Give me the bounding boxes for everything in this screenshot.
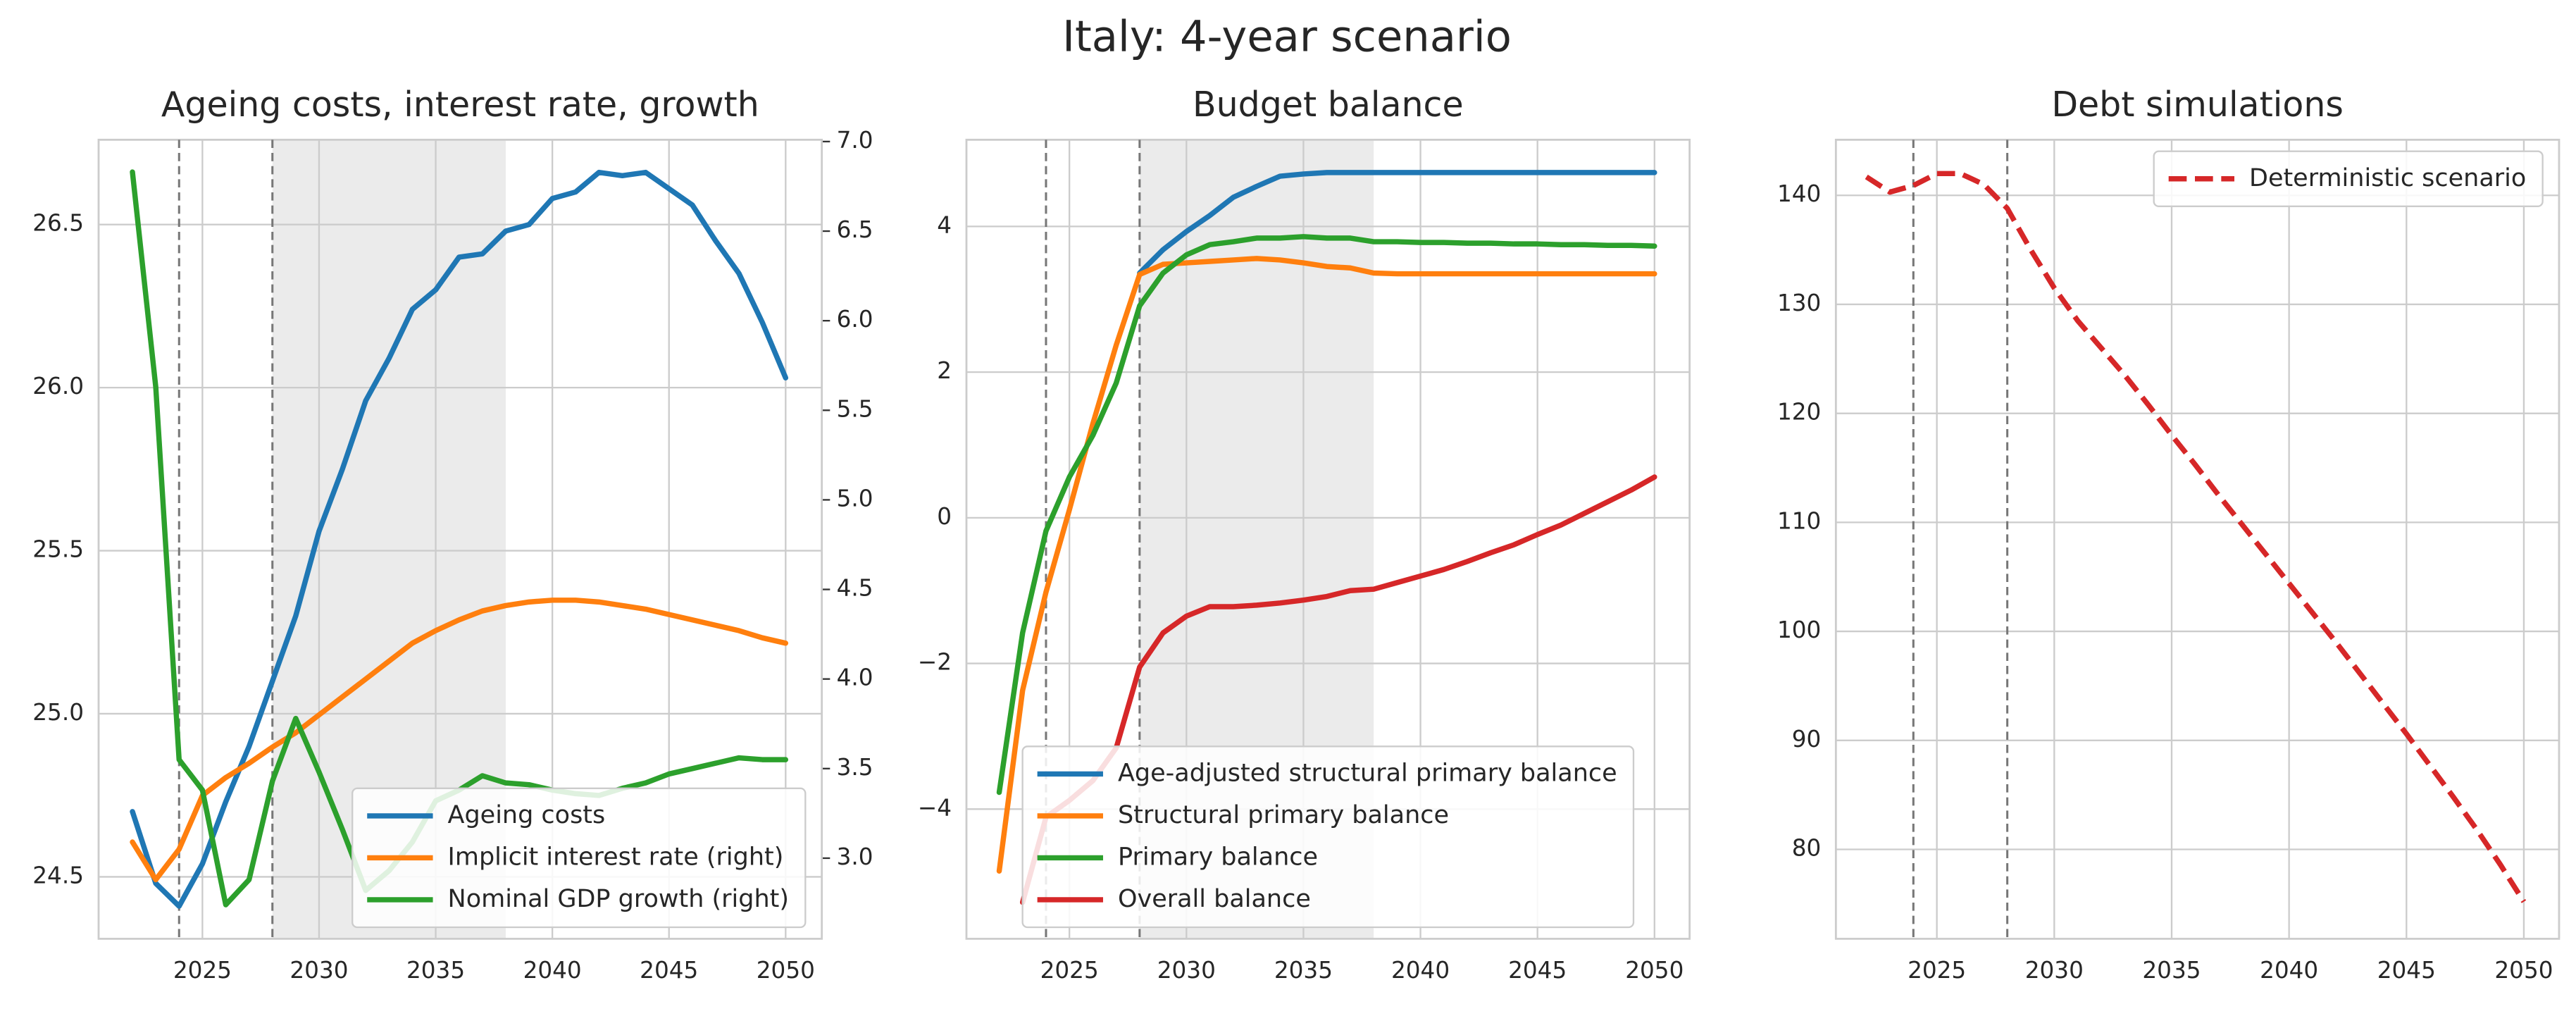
x-tick-label: 2030 xyxy=(1157,957,1216,984)
series-line xyxy=(130,598,789,883)
y-tick-label: −4 xyxy=(918,794,952,821)
x-tick-label: 2030 xyxy=(290,957,348,984)
x-tick-label: 2045 xyxy=(640,957,698,984)
series-line xyxy=(1019,474,1657,905)
y-tick-label: 90 xyxy=(1792,726,1822,753)
x-tick-label: 2035 xyxy=(2142,957,2201,984)
legend: Ageing costs Implicit interest rate (righ… xyxy=(351,787,807,929)
y-tick-label: 100 xyxy=(1777,617,1821,643)
y-tick-label: 130 xyxy=(1777,290,1821,316)
legend-box xyxy=(351,787,807,929)
y-tick-label: −2 xyxy=(918,649,952,676)
y-tick-label: 80 xyxy=(1792,834,1822,861)
legend-label: Primary balance xyxy=(1118,843,1318,871)
x-tick-label: 2050 xyxy=(757,957,815,984)
legend-label: Ageing costs xyxy=(448,801,606,829)
x-tick-label: 2035 xyxy=(406,957,465,984)
x-tick-label: 2025 xyxy=(173,957,232,984)
y2-tick-label: 5.5 xyxy=(837,395,873,422)
plot-frame xyxy=(97,138,823,940)
x-tick-label: 2040 xyxy=(1391,957,1450,984)
plot-frame xyxy=(1834,138,2561,940)
y-tick-label: 24.5 xyxy=(32,862,84,889)
series-line xyxy=(1137,170,1657,276)
x-tick-label: 2045 xyxy=(2377,957,2436,984)
legend: Age-adjusted structural primary balance S… xyxy=(1021,745,1635,929)
y2-tick-label: 4.5 xyxy=(837,575,873,602)
y-tick-label: 26.0 xyxy=(32,373,84,400)
legend-label: Overall balance xyxy=(1118,885,1311,913)
y2-tick-label: 7.0 xyxy=(837,127,873,154)
x-tick-label: 2050 xyxy=(1625,957,1684,984)
x-tick-label: 2035 xyxy=(1274,957,1333,984)
y2-tick-label: 4.0 xyxy=(837,664,873,691)
y-tick-label: 25.0 xyxy=(32,699,84,726)
y-tick-label: 120 xyxy=(1777,399,1821,426)
x-tick-label: 2025 xyxy=(1040,957,1099,984)
plot-frame xyxy=(965,138,1691,940)
legend-label: Age-adjusted structural primary balance xyxy=(1118,759,1617,787)
y-tick-label: 26.5 xyxy=(32,210,84,237)
series-line xyxy=(996,234,1657,796)
x-tick-label: 2040 xyxy=(523,957,582,984)
y2-tick-label: 3.0 xyxy=(837,843,873,870)
y2-tick-label: 6.0 xyxy=(837,306,873,333)
y-tick-label: 25.5 xyxy=(32,536,84,563)
legend-box xyxy=(2153,150,2544,208)
y2-tick-label: 3.5 xyxy=(837,754,873,781)
legend-label: Structural primary balance xyxy=(1118,801,1449,829)
chart-title: Budget balance xyxy=(1193,85,1464,125)
y-tick-label: 140 xyxy=(1777,180,1821,207)
y-tick-label: 2 xyxy=(937,357,952,384)
chart-title: Ageing costs, interest rate, growth xyxy=(161,85,759,125)
y-tick-label: 4 xyxy=(937,211,952,238)
x-tick-label: 2050 xyxy=(2494,957,2553,984)
figure-title: Italy: 4-year scenario xyxy=(1062,13,1512,62)
x-tick-label: 2040 xyxy=(2260,957,2318,984)
x-tick-label: 2025 xyxy=(1908,957,1966,984)
legend-label: Nominal GDP growth (right) xyxy=(448,885,789,913)
x-tick-label: 2045 xyxy=(1508,957,1567,984)
legend: Deterministic scenario xyxy=(2153,150,2544,208)
legend-label: Implicit interest rate (right) xyxy=(448,843,784,871)
legend-box xyxy=(1021,745,1635,929)
chart-title: Debt simulations xyxy=(2051,85,2344,125)
series-line xyxy=(996,256,1657,874)
series-line xyxy=(130,169,789,909)
legend-label: Deterministic scenario xyxy=(2249,164,2526,192)
y-tick-label: 110 xyxy=(1777,507,1821,534)
x-tick-label: 2030 xyxy=(2025,957,2084,984)
y2-tick-label: 6.5 xyxy=(837,216,873,243)
y-tick-label: 0 xyxy=(937,503,952,530)
y2-tick-label: 5.0 xyxy=(837,485,873,512)
series-line xyxy=(1865,171,2527,903)
